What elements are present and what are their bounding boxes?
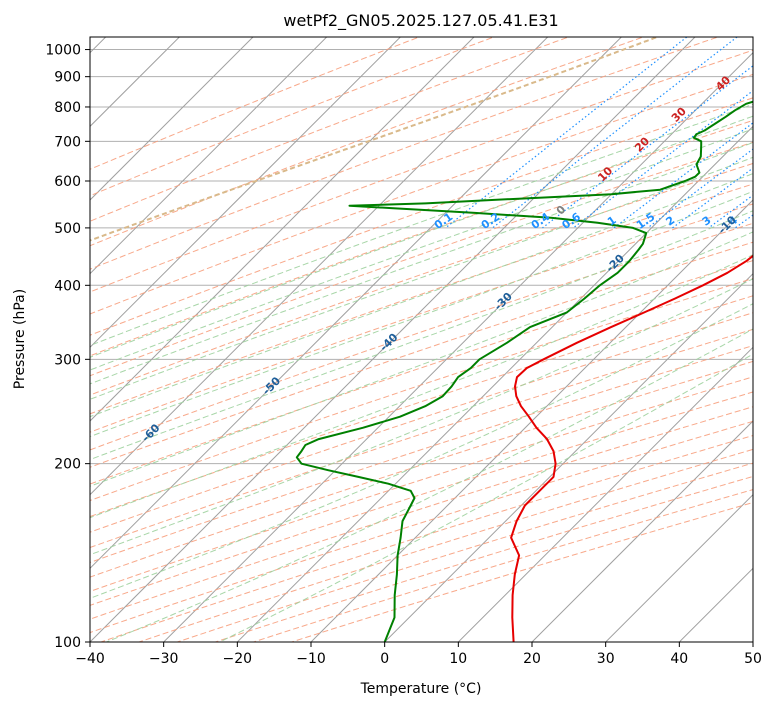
plot-frame <box>89 36 754 643</box>
dry-adiabat-line <box>90 49 753 293</box>
x-tick-label: −40 <box>75 651 105 667</box>
y-tick-label: 900 <box>54 70 81 86</box>
dry-adiabat-line <box>90 222 753 451</box>
y-axis-label: Pressure (hPa) <box>12 289 28 389</box>
moist-adiabat-line <box>90 278 753 556</box>
reference-curve <box>90 37 660 242</box>
dry-adiabat-line <box>90 203 753 433</box>
moist-adiabat-line <box>106 328 753 642</box>
y-tick-label: 800 <box>54 100 81 116</box>
x-tick-label: 30 <box>597 651 615 667</box>
isotherm-line <box>604 493 753 642</box>
moist-adiabat-line <box>90 128 753 371</box>
temperature-profile <box>510 254 753 642</box>
isotherm-line <box>90 37 254 201</box>
x-tick-label: 0 <box>380 651 389 667</box>
dry-adiabat-line <box>90 376 753 592</box>
chart-title: wetPf2_GN05.2025.127.05.41.E31 <box>283 11 558 31</box>
dry-adiabat-line <box>90 37 571 222</box>
plot-area: 0.10.20.40.611.52346810131620253036-100-… <box>90 37 753 642</box>
moist-adiabat-line <box>90 115 753 358</box>
isotherm-line <box>90 37 623 570</box>
dry-adiabat-line <box>90 277 753 502</box>
dry-adiabat-line <box>90 141 753 377</box>
moist-adiabat-line <box>219 353 753 642</box>
moist-adiabat-line <box>90 303 753 599</box>
x-tick-label: −10 <box>296 651 326 667</box>
x-tick-label: 20 <box>523 651 541 667</box>
isotherm-line <box>90 37 402 349</box>
y-tick-label: 500 <box>54 221 81 237</box>
isotherm-line <box>162 51 753 642</box>
moist-adiabat-line <box>90 254 753 519</box>
y-tick-label: 700 <box>54 134 81 150</box>
moist-adiabat-line <box>90 190 753 438</box>
dry-adiabat-line <box>90 162 753 396</box>
x-tick-label: −20 <box>223 651 253 667</box>
isotherm-line <box>90 37 328 275</box>
isotherm-line <box>90 37 549 496</box>
dewpoint-profile <box>295 100 753 642</box>
dry-adiabat-line <box>90 360 753 578</box>
x-tick-label: −30 <box>149 651 179 667</box>
mixing-ratio-line <box>492 37 738 229</box>
isotherm-line <box>531 420 753 642</box>
y-tick-label: 100 <box>54 635 81 651</box>
y-tick-label: 300 <box>54 352 81 368</box>
isotherm-line <box>236 125 753 642</box>
x-tick-label: 40 <box>670 651 688 667</box>
grid-layer <box>90 37 753 642</box>
dry-adiabat-line <box>90 73 753 315</box>
dry-adiabat-line <box>90 328 753 549</box>
x-tick-label: 50 <box>744 651 762 667</box>
moist-adiabat-line <box>93 103 753 345</box>
dry-adiabat-line <box>90 312 753 533</box>
dry-adiabat-line <box>90 37 720 270</box>
y-tick-label: 600 <box>54 174 81 190</box>
isotherm-line <box>90 37 696 642</box>
isotherm-line <box>457 346 753 642</box>
isotherm-line <box>90 37 475 422</box>
data-layer <box>295 100 753 642</box>
dry-adiabat-line <box>90 260 753 485</box>
y-tick-label: 400 <box>54 278 81 294</box>
mixing-ratio-line <box>542 65 753 229</box>
y-tick-label: 1000 <box>45 43 81 59</box>
x-tick-label: 10 <box>449 651 467 667</box>
y-tick-label: 200 <box>54 457 81 473</box>
x-axis-label: Temperature (°C) <box>360 681 482 697</box>
isotherm-line <box>383 272 753 642</box>
background-lines <box>90 37 753 642</box>
moist-adiabat-line <box>90 156 753 400</box>
dry-adiabat-line <box>90 37 496 197</box>
axis-ticks: −40 −30 −20 −10 0 10 20 30 40 50 1000 900 800 700 600 5… <box>45 43 762 667</box>
mixing-ratio-line <box>613 122 753 229</box>
mixing-ratio-line <box>445 37 688 229</box>
